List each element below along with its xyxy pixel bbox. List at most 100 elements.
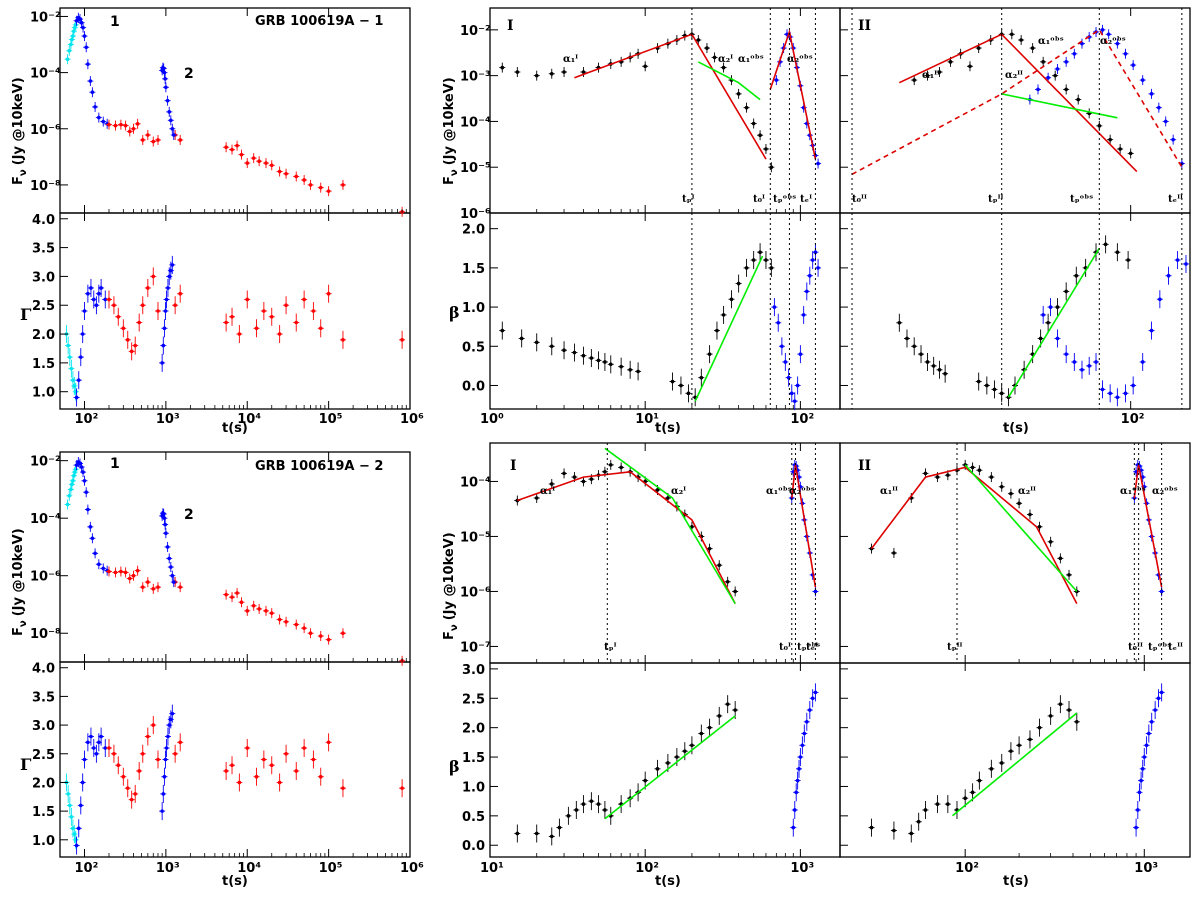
ytick-flux-I-top-label-1: 10⁻⁵ (460, 161, 491, 176)
data-point-beta-II-top-1 (1080, 368, 1084, 372)
annotation-II-top-2: α₁ᵒᵇˢ (1038, 36, 1064, 47)
data-point-flux-lc-1-1 (93, 105, 97, 109)
data-point-flux-lc-2-1 (78, 461, 82, 466)
data-point-gamma-1-3 (166, 286, 170, 290)
ytick-flux-2-label-3: 10⁻² (30, 455, 61, 470)
data-point-beta-II-top-1 (1149, 328, 1154, 333)
data-point-flux-I-top-0 (705, 46, 709, 50)
data-point-gamma-1-3 (170, 263, 175, 267)
xtick-beta-I-bottom-label-2: 10³ (790, 861, 814, 876)
data-point-flux-II-top-1 (1163, 119, 1168, 124)
data-point-beta-I-bottom-0 (515, 831, 520, 836)
data-point-flux-lc-2-2 (257, 607, 261, 611)
data-point-flux-lc-2-1 (97, 562, 101, 567)
data-point-gamma-1-2 (326, 291, 331, 296)
beta-ylabel-1: β (449, 303, 460, 322)
data-point-flux-II-top-1 (1123, 51, 1128, 56)
data-point-beta-I-bottom-0 (596, 802, 601, 806)
data-point-beta-I-bottom-0 (733, 708, 737, 712)
data-point-beta-I-top-0 (686, 391, 691, 396)
data-point-flux-I-top-0 (751, 121, 756, 126)
data-point-flux-I-bottom-0 (562, 471, 566, 476)
data-point-flux-II-bottom-0 (970, 465, 975, 470)
flux-ylabel-4-rest: (Jy @10keV) (442, 532, 457, 620)
data-point-flux-lc-1-2 (113, 123, 118, 128)
data-point-beta-I-top-0 (707, 352, 712, 356)
data-point-beta-II-top-0 (1074, 273, 1079, 278)
data-point-beta-I-bottom-0 (699, 731, 704, 736)
data-point-flux-lc-2-3 (165, 545, 170, 549)
data-point-flux-II-top-0 (1041, 60, 1045, 64)
data-point-flux-lc-1-1 (78, 17, 82, 21)
left-bottom-group: GRB 100619A − 2 1 2 Fν (Jy @10keV) Γ t(s) (11, 451, 411, 889)
data-point-gamma-2-2 (311, 757, 316, 762)
data-point-gamma-1-2 (311, 309, 316, 313)
right-top-group: I II Fν (Jy @10keV) β t(s) t(s) (442, 7, 1191, 436)
data-point-beta-I-bottom-0 (707, 725, 712, 730)
data-point-flux-II-top-1 (1055, 67, 1060, 71)
data-point-flux-lc-2-2 (277, 617, 282, 622)
data-point-beta-II-bottom-0 (989, 767, 994, 771)
data-point-beta-I-bottom-1 (791, 825, 796, 830)
data-point-gamma-2-2 (302, 746, 306, 750)
data-point-flux-I-bottom-0 (572, 475, 577, 479)
data-point-gamma-1-1 (94, 303, 99, 308)
fit-line-beta-I-top (694, 255, 764, 402)
data-point-gamma-2-2 (269, 763, 274, 768)
data-point-flux-I-bottom-0 (707, 546, 712, 551)
data-point-gamma-1-1 (91, 297, 96, 302)
data-point-gamma-1-2 (178, 291, 183, 296)
annotation-II-bottom-4: t₀ᴵᴵ (1128, 642, 1143, 653)
ytick-flux-I-bottom-label-2: 10⁻⁵ (460, 530, 491, 545)
data-point-beta-II-top-0 (897, 320, 902, 325)
data-point-beta-II-top-1 (1055, 336, 1060, 341)
data-point-flux-I-top-0 (643, 64, 647, 69)
data-point-beta-II-bottom-0 (977, 778, 982, 783)
data-point-flux-lc-1-1 (84, 45, 89, 50)
data-point-flux-I-top-0 (515, 70, 520, 74)
data-point-flux-II-top-1 (1072, 51, 1077, 56)
pulse-label-1: 1 (110, 14, 120, 30)
data-point-flux-II-top-0 (937, 70, 942, 74)
data-point-flux-lc-1-1 (90, 90, 95, 95)
data-point-flux-lc-2-2 (302, 626, 306, 630)
beta-ylabel-2: β (449, 757, 460, 776)
data-point-beta-I-top-1 (776, 320, 781, 325)
data-point-flux-lc-2-2 (224, 592, 228, 597)
data-point-beta-II-bottom-0 (1075, 719, 1079, 724)
data-point-flux-I-top-0 (500, 65, 505, 70)
data-point-gamma-2-2 (224, 769, 228, 773)
xtick-gamma-2-label-3: 10⁵ (319, 861, 343, 876)
data-point-gamma-2-2 (254, 774, 259, 779)
data-point-gamma-1-2 (112, 303, 116, 308)
data-point-gamma-1-2 (302, 297, 306, 302)
panel-I-label-bottom: I (510, 458, 517, 474)
data-point-gamma-1-1 (82, 309, 87, 313)
ytick-gamma-1-label-1: 1.5 (32, 357, 55, 372)
data-point-flux-II-bottom-0 (1028, 512, 1032, 517)
data-point-flux-lc-1-2 (235, 143, 239, 148)
data-point-beta-II-top-1 (1072, 360, 1077, 364)
annotation-II-top-5: tₚᴵᴵ (988, 194, 1004, 205)
ytick-flux-I-top-label-2: 10⁻⁴ (460, 115, 491, 130)
data-point-gamma-2-2 (107, 746, 111, 750)
series-group-flux-I-bottom (514, 459, 819, 597)
data-point-flux-I-top-0 (712, 55, 717, 60)
data-point-beta-I-top-0 (628, 368, 632, 372)
data-point-gamma-2-2 (230, 763, 234, 768)
data-point-gamma-1-1 (99, 286, 103, 290)
data-point-beta-I-bottom-0 (581, 802, 586, 806)
data-point-flux-lc-2-1 (81, 470, 85, 474)
data-point-gamma-1-3 (167, 274, 172, 279)
data-point-flux-lc-2-3 (167, 556, 172, 561)
data-point-gamma-2-3 (162, 774, 167, 779)
data-point-gamma-2-1 (91, 746, 96, 750)
data-point-flux-lc-2-1 (86, 507, 90, 512)
data-point-beta-II-bottom-0 (916, 819, 921, 824)
flux-ylabel-2-sub: ν (18, 620, 29, 627)
data-point-flux-II-top-1 (1080, 41, 1084, 46)
data-point-beta-II-top-1 (1108, 391, 1112, 396)
data-point-flux-II-bottom-0 (923, 471, 928, 476)
data-point-flux-lc-1-2 (257, 159, 261, 163)
data-point-gamma-2-2 (140, 751, 145, 756)
